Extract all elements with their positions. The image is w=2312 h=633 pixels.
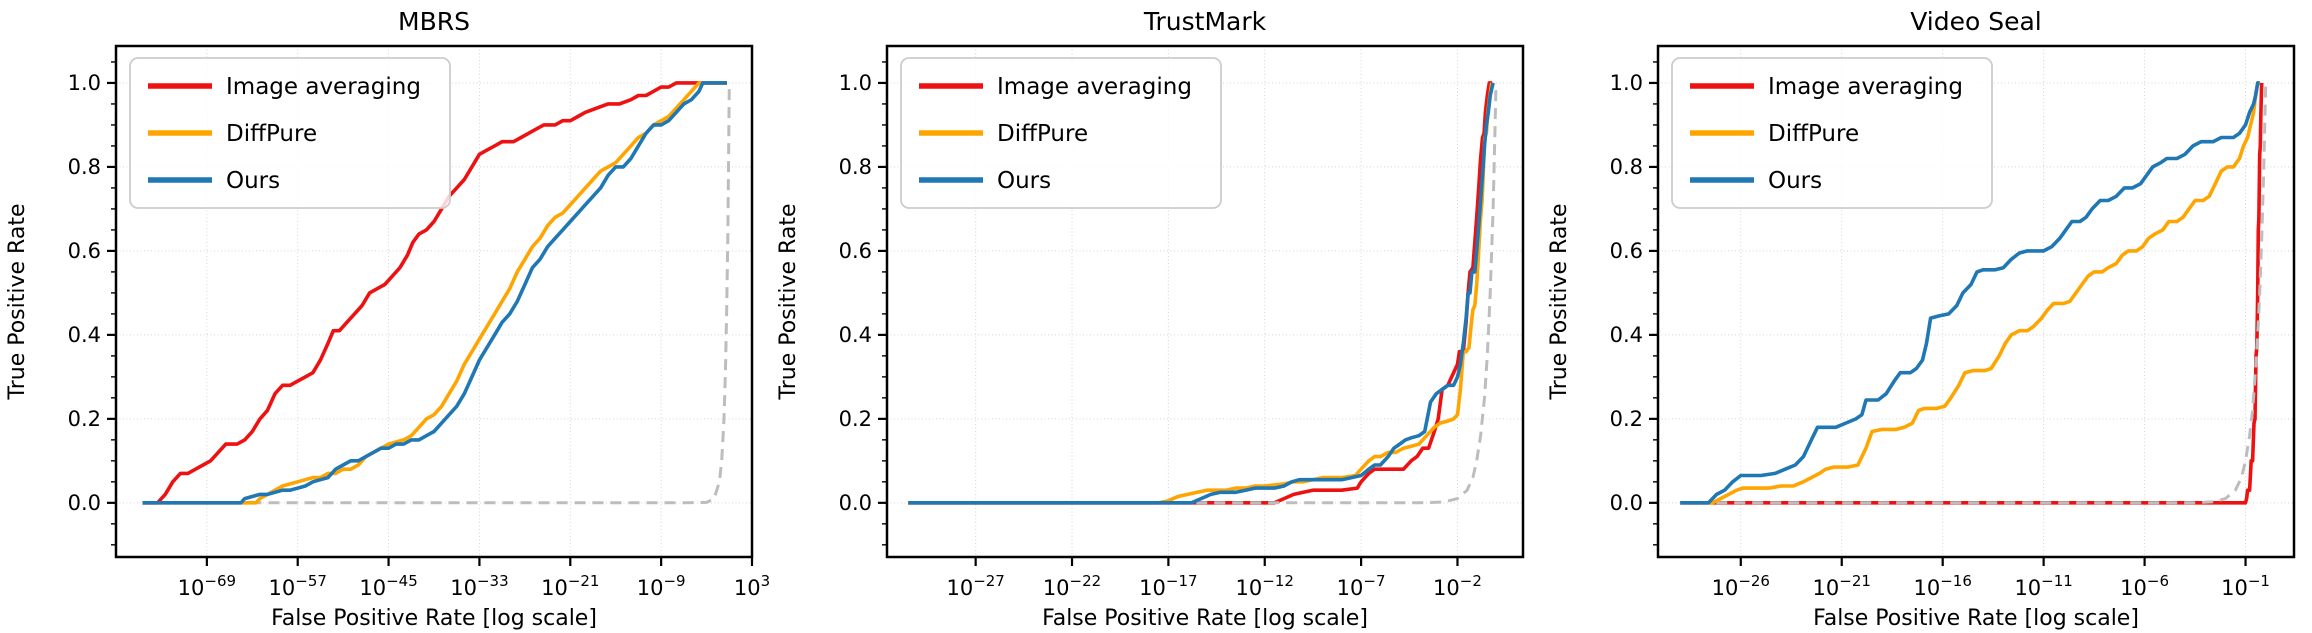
y-tick-label: 0.4 bbox=[1610, 323, 1643, 347]
legend-box bbox=[900, 57, 1222, 209]
chart-title: Video Seal bbox=[1910, 7, 2042, 36]
legend-item-label: DiffPure bbox=[1768, 121, 1859, 147]
legend-item-label: Image averaging bbox=[1768, 74, 1963, 100]
legend-item-label: Image averaging bbox=[997, 74, 1192, 100]
chart-trustmark: 10−27 10−22 10−17 10−12 10−7 10−20.00.20.40.6… bbox=[771, 0, 1542, 633]
x-axis-label: False Positive Rate [log scale] bbox=[1813, 606, 2139, 631]
y-tick-label: 0.8 bbox=[1610, 155, 1643, 179]
y-tick-label: 0.6 bbox=[1610, 239, 1643, 263]
y-tick-label: 0.4 bbox=[839, 323, 872, 347]
curve-image-averaging bbox=[1680, 82, 2264, 505]
legend-box bbox=[129, 57, 451, 209]
y-axis-label: True Positive Rate bbox=[776, 204, 801, 401]
x-axis-label: False Positive Rate [log scale] bbox=[271, 606, 597, 631]
curves-group bbox=[1680, 81, 2268, 505]
axes-frame bbox=[114, 44, 754, 559]
y-tick-label: 0.0 bbox=[839, 491, 872, 515]
legend-item-label: DiffPure bbox=[226, 121, 317, 147]
curve-ours bbox=[908, 82, 1495, 505]
y-tick-label: 0.0 bbox=[1610, 491, 1643, 515]
y-axis-label: True Positive Rate bbox=[1547, 204, 1572, 401]
y-tick-label: 1.0 bbox=[1610, 71, 1643, 95]
chart-panel-mbrs: 10−69 10−57 10−45 10−33 10−21 10−9 103 0.0 0.2 0.… bbox=[0, 0, 771, 633]
legend: Image averaging DiffPure Ours bbox=[1671, 57, 1993, 209]
chart-title: MBRS bbox=[398, 7, 470, 36]
x-axis-label: False Positive Rate [log scale] bbox=[1042, 606, 1368, 631]
curve-diffpure bbox=[908, 82, 1494, 505]
legend: Image averaging DiffPure Ours bbox=[900, 57, 1222, 209]
curves-group bbox=[908, 81, 1498, 505]
curve-image-averaging bbox=[142, 81, 727, 505]
chart-panel-video-seal: 10−26 10−21 10−16 10−11 10−6 10−1 0.0 0.2 0.4 0.6… bbox=[1542, 0, 2312, 633]
curve-diffpure bbox=[142, 81, 727, 505]
axes-frame bbox=[1656, 44, 2296, 559]
y-tick-label: 0.6 bbox=[68, 239, 101, 263]
y-tick-label: 0.2 bbox=[68, 407, 101, 431]
axes-frame bbox=[885, 44, 1525, 559]
y-tick-label: 0.8 bbox=[68, 155, 101, 179]
x-tick-label: 10−22 bbox=[1043, 572, 1101, 600]
legend-box bbox=[1671, 57, 1993, 209]
chart-mbrs: 10−69 10−57 10−45 10−33 10−21 10−9 1030.00.20.… bbox=[0, 0, 771, 633]
legend: Image averaging DiffPure Ours bbox=[129, 57, 451, 209]
y-tick-label: 0.8 bbox=[839, 155, 872, 179]
y-tick-label: 1.0 bbox=[68, 71, 101, 95]
legend-item-label: Ours bbox=[226, 168, 280, 194]
y-tick-label: 0.4 bbox=[68, 323, 101, 347]
x-tick-label: 10−1 bbox=[2221, 572, 2270, 600]
legend-item-label: DiffPure bbox=[997, 121, 1088, 147]
y-tick-label: 0.2 bbox=[839, 407, 872, 431]
curve-ours bbox=[1680, 81, 2260, 505]
curve-chance-y-x bbox=[1680, 82, 2268, 505]
chart-title: TrustMark bbox=[1143, 7, 1267, 36]
curve-chance-y-x bbox=[142, 82, 731, 505]
curves-group bbox=[142, 81, 731, 505]
y-tick-label: 0.6 bbox=[839, 239, 872, 263]
legend-item-label: Image averaging bbox=[226, 74, 421, 100]
legend-item-label: Ours bbox=[1768, 168, 1822, 194]
y-axis-label: True Positive Rate bbox=[5, 204, 30, 401]
y-tick-label: 1.0 bbox=[839, 71, 872, 95]
curve-ours bbox=[142, 81, 727, 505]
curve-diffpure bbox=[1680, 81, 2260, 505]
chart-video-seal: 10−26 10−21 10−16 10−11 10−6 10−10.00.20.40.6… bbox=[1542, 0, 2312, 633]
legend-item-label: Ours bbox=[997, 168, 1051, 194]
chart-panel-trustmark: 10−27 10−22 10−17 10−12 10−7 10−2 0.0 0.2 0.4 0.6… bbox=[771, 0, 1542, 633]
curve-chance-y-x bbox=[908, 82, 1498, 505]
y-tick-label: 0.0 bbox=[68, 491, 101, 515]
y-tick-label: 0.2 bbox=[1610, 407, 1643, 431]
